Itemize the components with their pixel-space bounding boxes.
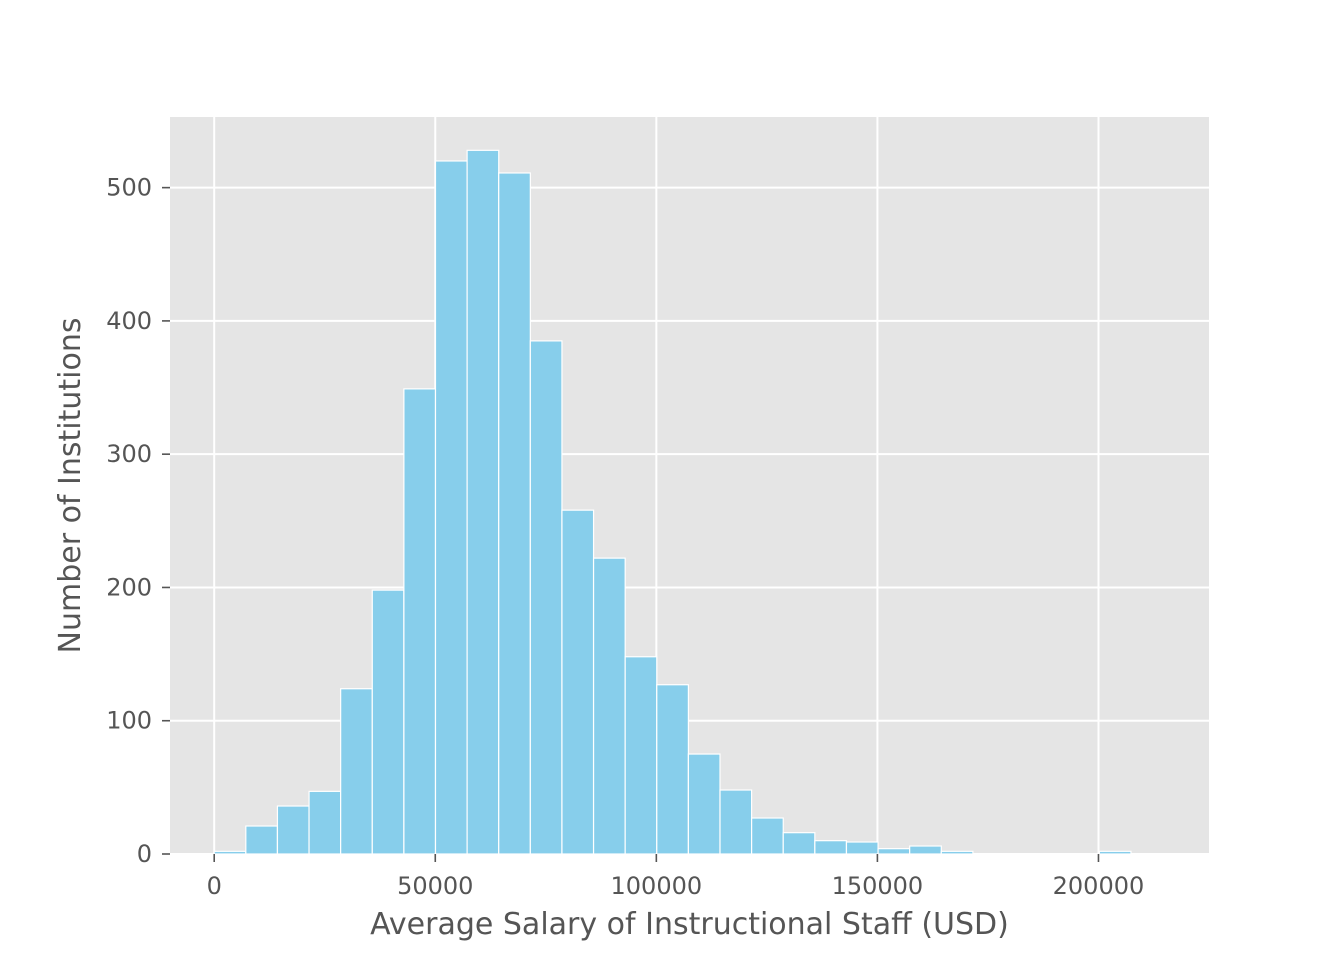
histogram-bar	[529, 340, 563, 855]
y-tick-label: 100	[106, 707, 152, 735]
histogram-bar	[751, 817, 784, 855]
x-tick-label: 200000	[1053, 872, 1145, 900]
histogram-bar	[308, 790, 342, 855]
x-tick-label: 150000	[832, 872, 924, 900]
histogram-bar	[434, 160, 468, 855]
histogram-bar	[909, 845, 942, 855]
histogram-bars	[213, 149, 1132, 855]
axis-ticks: 0 50000 100000 150000 200000 0 100 200 300 400 500	[106, 174, 1144, 900]
histogram-bar	[814, 840, 848, 855]
histogram-bar	[213, 850, 247, 855]
histogram-bar	[1098, 850, 1132, 855]
histogram-bar	[940, 850, 974, 855]
histogram-bar	[845, 841, 879, 855]
histogram-bar	[276, 805, 310, 855]
x-tick-label: 50000	[397, 872, 473, 900]
histogram-bar	[624, 656, 658, 855]
x-tick-label: 100000	[611, 872, 703, 900]
histogram-bar	[340, 688, 373, 855]
y-tick-label: 400	[106, 307, 152, 335]
histogram-bar	[782, 832, 816, 855]
histogram-bar	[245, 825, 279, 855]
histogram-bar	[877, 848, 911, 855]
histogram-bar	[656, 684, 689, 855]
histogram-bar	[719, 789, 753, 855]
x-tick-label: 0	[207, 872, 222, 900]
y-tick-label: 200	[106, 573, 152, 601]
y-tick-label: 500	[106, 174, 152, 202]
y-tick-label: 300	[106, 440, 152, 468]
histogram-bar	[687, 753, 721, 855]
x-axis-label: Average Salary of Instructional Staff (U…	[370, 907, 1009, 942]
histogram-bar	[403, 388, 437, 855]
histogram-bar	[371, 589, 405, 855]
y-tick-label: 0	[137, 840, 152, 868]
histogram-bar	[498, 172, 531, 855]
y-axis-label: Number of Institutions	[53, 318, 88, 654]
histogram-bar	[592, 557, 626, 855]
plot-background	[170, 117, 1209, 854]
histogram-bar	[561, 509, 595, 855]
histogram-bar	[466, 149, 500, 855]
